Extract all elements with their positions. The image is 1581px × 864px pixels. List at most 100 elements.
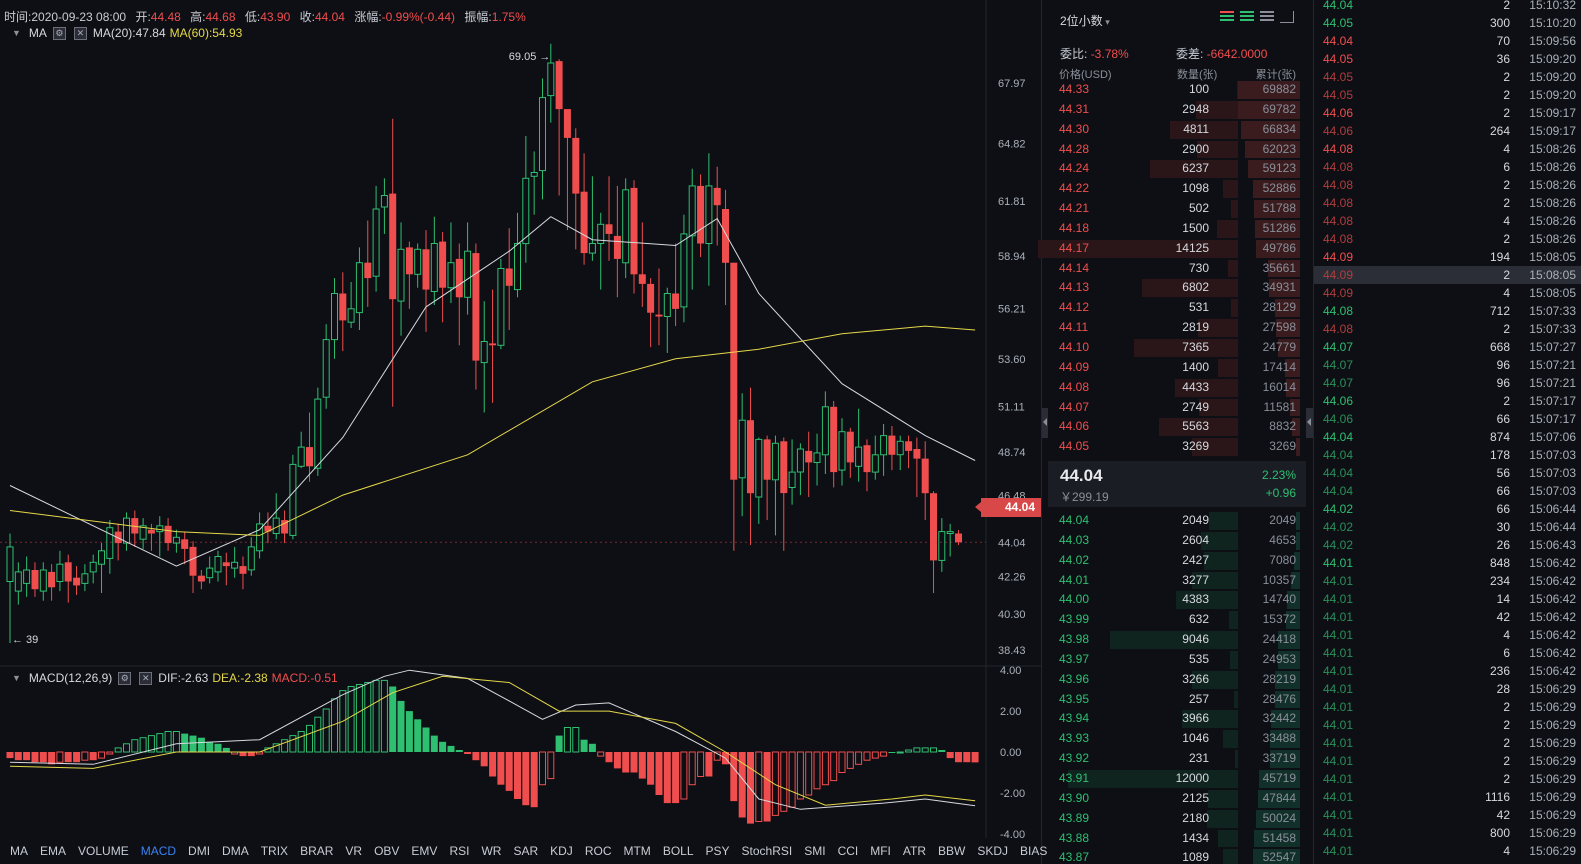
collapse-caret-icon[interactable]: ▼ xyxy=(12,28,21,38)
trade-row[interactable]: 44.01 2 15:06:29 xyxy=(1314,752,1581,770)
ask-row[interactable]: 44.07 2749 11581 xyxy=(1048,398,1306,418)
trade-row[interactable]: 44.01 2 15:06:29 xyxy=(1314,716,1581,734)
trade-row[interactable]: 44.04 56 15:07:03 xyxy=(1314,464,1581,482)
trade-row[interactable]: 44.01 800 15:06:29 xyxy=(1314,824,1581,842)
ask-row[interactable]: 44.10 7365 24779 xyxy=(1048,338,1306,358)
ask-row[interactable]: 44.22 1098 52886 xyxy=(1048,179,1306,199)
close-icon[interactable]: ✕ xyxy=(73,26,87,40)
ask-row[interactable]: 44.24 6237 59123 xyxy=(1048,159,1306,179)
trade-row[interactable]: 44.01 236 15:06:42 xyxy=(1314,662,1581,680)
bid-row[interactable]: 43.90 2125 47844 xyxy=(1048,789,1306,809)
trade-row[interactable]: 44.09 194 15:08:05 xyxy=(1314,248,1581,266)
trade-row[interactable]: 44.01 2 15:06:29 xyxy=(1314,698,1581,716)
trade-row[interactable]: 44.02 66 15:06:44 xyxy=(1314,500,1581,518)
trade-row[interactable]: 44.04 66 15:07:03 xyxy=(1314,482,1581,500)
ask-row[interactable]: 44.31 2948 69782 xyxy=(1048,100,1306,120)
trade-row[interactable]: 44.06 66 15:07:17 xyxy=(1314,410,1581,428)
trade-row[interactable]: 44.04 178 15:07:03 xyxy=(1314,446,1581,464)
indicator-tab-vr[interactable]: VR xyxy=(345,844,363,858)
ask-row[interactable]: 44.18 1500 51286 xyxy=(1048,219,1306,239)
trade-row[interactable]: 44.01 2 15:06:29 xyxy=(1314,770,1581,788)
indicator-tab-trix[interactable]: TRIX xyxy=(260,844,289,858)
trade-row[interactable]: 44.07 96 15:07:21 xyxy=(1314,356,1581,374)
indicator-tab-dma[interactable]: DMA xyxy=(222,844,249,858)
expand-icon[interactable] xyxy=(1280,11,1294,23)
trade-row[interactable]: 44.08 2 15:07:33 xyxy=(1314,320,1581,338)
chart-canvas[interactable]: 67.97 64.82 61.81 58.94 56.21 53.60 51.11 48.74… xyxy=(0,0,1042,864)
collapse-right-handle-icon[interactable] xyxy=(1306,408,1313,438)
collapse-left-handle-icon[interactable] xyxy=(1042,408,1049,438)
trade-row[interactable]: 44.06 2 15:07:17 xyxy=(1314,392,1581,410)
trade-row[interactable]: 44.05 300 15:10:20 xyxy=(1314,14,1581,32)
trade-row[interactable]: 44.07 668 15:07:27 xyxy=(1314,338,1581,356)
trade-row[interactable]: 44.01 42 15:06:29 xyxy=(1314,806,1581,824)
bid-row[interactable]: 43.99 632 15372 xyxy=(1048,610,1306,630)
indicator-tab-smi[interactable]: SMI xyxy=(804,844,826,858)
indicator-tab-brar[interactable]: BRAR xyxy=(300,844,334,858)
trade-row[interactable]: 44.04 874 15:07:06 xyxy=(1314,428,1581,446)
trade-row[interactable]: 44.06 264 15:09:17 xyxy=(1314,122,1581,140)
bid-row[interactable]: 43.95 257 28476 xyxy=(1048,690,1306,710)
indicator-tab-atr[interactable]: ATR xyxy=(902,844,927,858)
settings-gear-icon[interactable]: ⚙ xyxy=(52,26,66,40)
bid-row[interactable]: 43.98 9046 24418 xyxy=(1048,630,1306,650)
trade-row[interactable]: 44.05 2 15:09:20 xyxy=(1314,86,1581,104)
indicator-tab-bbw[interactable]: BBW xyxy=(938,844,966,858)
indicator-tab-ema[interactable]: EMA xyxy=(40,844,67,858)
settings-gear-icon[interactable]: ⚙ xyxy=(118,671,132,685)
bid-row[interactable]: 43.88 1434 51458 xyxy=(1048,829,1306,849)
trade-row[interactable]: 44.08 712 15:07:33 xyxy=(1314,302,1581,320)
ask-row[interactable]: 44.11 2819 27598 xyxy=(1048,318,1306,338)
asks-view-icon[interactable] xyxy=(1260,11,1274,23)
indicator-tab-ma[interactable]: MA xyxy=(10,844,28,858)
ask-row[interactable]: 44.08 4433 16014 xyxy=(1048,378,1306,398)
indicator-tab-psy[interactable]: PSY xyxy=(705,844,730,858)
collapse-caret-icon[interactable]: ▼ xyxy=(12,673,21,683)
ask-row[interactable]: 44.17 14125 49786 xyxy=(1038,239,1306,259)
close-icon[interactable]: ✕ xyxy=(139,671,153,685)
indicator-tab-boll[interactable]: BOLL xyxy=(662,844,694,858)
trade-row[interactable]: 44.09 4 15:08:05 xyxy=(1314,284,1581,302)
trade-row[interactable]: 44.07 96 15:07:21 xyxy=(1314,374,1581,392)
trade-row[interactable]: 44.01 848 15:06:42 xyxy=(1314,554,1581,572)
trade-row[interactable]: 44.01 4 15:06:29 xyxy=(1314,842,1581,860)
trade-row[interactable]: 44.08 4 15:08:26 xyxy=(1314,140,1581,158)
trade-row[interactable]: 44.09 2 15:08:05 xyxy=(1314,266,1581,284)
indicator-tab-skdj[interactable]: SKDJ xyxy=(977,844,1009,858)
indicator-tab-rsi[interactable]: RSI xyxy=(449,844,470,858)
trade-row[interactable]: 44.08 6 15:08:26 xyxy=(1314,158,1581,176)
bid-row[interactable]: 44.04 2049 2049 xyxy=(1048,511,1306,531)
bid-row[interactable]: 43.96 3266 28219 xyxy=(1048,670,1306,690)
trade-row[interactable]: 44.04 2 15:10:32 xyxy=(1314,0,1581,14)
trade-row[interactable]: 44.02 30 15:06:44 xyxy=(1314,518,1581,536)
both-sides-view-icon[interactable] xyxy=(1220,11,1234,23)
indicator-tab-emv[interactable]: EMV xyxy=(411,844,438,858)
trade-row[interactable]: 44.05 36 15:09:20 xyxy=(1314,50,1581,68)
trade-row[interactable]: 44.01 234 15:06:42 xyxy=(1314,572,1581,590)
bid-row[interactable]: 43.94 3966 32442 xyxy=(1048,709,1306,729)
trade-row[interactable]: 44.08 4 15:08:26 xyxy=(1314,212,1581,230)
indicator-tab-bias[interactable]: BIAS xyxy=(1020,844,1048,858)
ask-row[interactable]: 44.28 2900 62023 xyxy=(1048,140,1306,160)
indicator-tab-kdj[interactable]: KDJ xyxy=(550,844,573,858)
bid-row[interactable]: 44.01 3277 10357 xyxy=(1048,571,1306,591)
indicator-tab-obv[interactable]: OBV xyxy=(374,844,400,858)
indicator-tab-wr[interactable]: WR xyxy=(481,844,502,858)
bid-row[interactable]: 43.91 12000 45719 xyxy=(1048,769,1306,789)
bids-view-icon[interactable] xyxy=(1240,11,1254,23)
bid-row[interactable]: 43.92 231 33719 xyxy=(1048,749,1306,769)
bid-row[interactable]: 43.97 535 24953 xyxy=(1048,650,1306,670)
trade-row[interactable]: 44.01 1116 15:06:29 xyxy=(1314,788,1581,806)
indicator-tab-volume[interactable]: VOLUME xyxy=(78,844,129,858)
trade-row[interactable]: 44.01 14 15:06:42 xyxy=(1314,590,1581,608)
trade-row[interactable]: 44.08 2 15:08:26 xyxy=(1314,176,1581,194)
trade-row[interactable]: 44.04 70 15:09:56 xyxy=(1314,32,1581,50)
chart-panel[interactable]: 67.97 64.82 61.81 58.94 56.21 53.60 51.11 48.74… xyxy=(0,0,1047,864)
ask-row[interactable]: 44.05 3269 3269 xyxy=(1048,437,1306,457)
indicator-tab-stochrsi[interactable]: StochRSI xyxy=(741,844,793,858)
bid-row[interactable]: 43.93 1046 33488 xyxy=(1048,729,1306,749)
trade-row[interactable]: 44.05 2 15:09:20 xyxy=(1314,68,1581,86)
ask-row[interactable]: 44.12 531 28129 xyxy=(1048,298,1306,318)
indicator-tab-cci[interactable]: CCI xyxy=(837,844,859,858)
trade-row[interactable]: 44.01 2 15:06:29 xyxy=(1314,734,1581,752)
